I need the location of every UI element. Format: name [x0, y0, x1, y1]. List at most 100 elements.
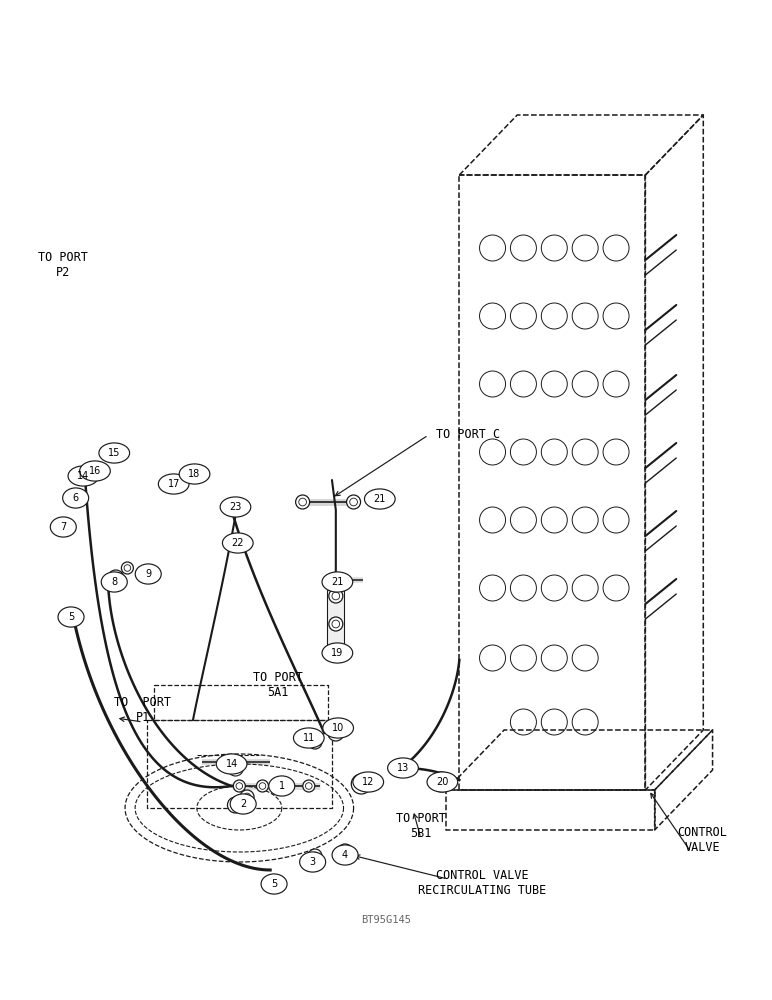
Text: 20: 20	[436, 777, 449, 787]
Circle shape	[311, 738, 319, 746]
Text: 14: 14	[77, 471, 90, 481]
Circle shape	[228, 797, 243, 813]
Circle shape	[329, 617, 343, 631]
Circle shape	[332, 620, 340, 628]
Circle shape	[71, 495, 80, 503]
Text: 19: 19	[331, 648, 344, 658]
Circle shape	[259, 783, 266, 789]
Text: TO PORT C: TO PORT C	[436, 428, 500, 442]
Ellipse shape	[293, 728, 324, 748]
Circle shape	[308, 735, 322, 749]
Circle shape	[392, 759, 411, 777]
Ellipse shape	[222, 533, 253, 553]
Ellipse shape	[322, 643, 353, 663]
Ellipse shape	[300, 852, 326, 872]
Circle shape	[168, 476, 184, 492]
Text: 23: 23	[229, 502, 242, 512]
Circle shape	[330, 644, 342, 656]
Text: 13: 13	[397, 763, 409, 773]
Ellipse shape	[427, 772, 458, 792]
Circle shape	[108, 570, 124, 586]
Circle shape	[333, 647, 339, 653]
Circle shape	[171, 480, 181, 488]
Text: 2: 2	[240, 799, 246, 809]
Circle shape	[397, 763, 406, 773]
Circle shape	[350, 498, 357, 506]
Ellipse shape	[63, 488, 89, 508]
Text: BT95G145: BT95G145	[361, 915, 411, 925]
Circle shape	[236, 783, 242, 789]
Ellipse shape	[332, 845, 358, 865]
Circle shape	[226, 498, 245, 516]
Circle shape	[193, 470, 201, 478]
Ellipse shape	[364, 489, 395, 509]
Circle shape	[231, 801, 240, 809]
Circle shape	[432, 772, 452, 792]
Text: 16: 16	[89, 466, 101, 476]
Circle shape	[347, 495, 361, 509]
Circle shape	[256, 780, 269, 792]
Text: 10: 10	[332, 723, 344, 733]
Text: 17: 17	[168, 479, 180, 489]
Circle shape	[64, 609, 80, 625]
Circle shape	[296, 495, 310, 509]
Circle shape	[303, 780, 315, 792]
Circle shape	[351, 774, 371, 794]
Circle shape	[231, 538, 240, 548]
Text: CONTROL VALVE
RECIRCULATING TUBE: CONTROL VALVE RECIRCULATING TUBE	[418, 869, 547, 897]
Text: 22: 22	[232, 538, 244, 548]
Circle shape	[329, 589, 343, 603]
Text: 1: 1	[279, 781, 285, 791]
Circle shape	[233, 780, 245, 792]
Ellipse shape	[50, 517, 76, 537]
Circle shape	[121, 562, 134, 574]
Ellipse shape	[353, 772, 384, 792]
Text: TO PORT
5A1: TO PORT 5A1	[253, 671, 303, 699]
Ellipse shape	[322, 572, 353, 592]
Circle shape	[68, 491, 83, 507]
Text: 3: 3	[310, 857, 316, 867]
Circle shape	[243, 793, 251, 801]
Text: 8: 8	[111, 577, 117, 587]
Circle shape	[67, 613, 76, 621]
Text: 4: 4	[342, 850, 348, 860]
Circle shape	[283, 783, 289, 789]
Circle shape	[111, 574, 120, 582]
Circle shape	[436, 776, 447, 788]
Ellipse shape	[323, 718, 354, 738]
Ellipse shape	[230, 794, 256, 814]
Text: TO PORT
5B1: TO PORT 5B1	[396, 812, 445, 840]
Text: 15: 15	[108, 448, 120, 458]
Circle shape	[279, 780, 292, 792]
Text: 11: 11	[303, 733, 315, 743]
Ellipse shape	[158, 474, 189, 494]
Circle shape	[231, 502, 240, 512]
Circle shape	[308, 849, 322, 863]
Circle shape	[80, 472, 89, 480]
Circle shape	[226, 534, 245, 552]
Ellipse shape	[58, 607, 84, 627]
Circle shape	[357, 779, 366, 789]
Ellipse shape	[99, 443, 130, 463]
Ellipse shape	[101, 572, 127, 592]
Ellipse shape	[68, 466, 99, 486]
Circle shape	[240, 790, 254, 804]
Circle shape	[76, 468, 92, 484]
Text: 14: 14	[225, 759, 238, 769]
Circle shape	[340, 848, 350, 856]
Text: 12: 12	[362, 777, 374, 787]
Circle shape	[311, 852, 319, 860]
Ellipse shape	[388, 758, 418, 778]
Text: 21: 21	[331, 577, 344, 587]
Ellipse shape	[80, 461, 110, 481]
Circle shape	[331, 729, 340, 737]
Text: 5: 5	[271, 879, 277, 889]
Circle shape	[306, 783, 312, 789]
Circle shape	[299, 498, 306, 506]
Ellipse shape	[261, 874, 287, 894]
Text: 5: 5	[68, 612, 74, 622]
Text: CONTROL
VALVE: CONTROL VALVE	[678, 826, 727, 854]
Ellipse shape	[179, 464, 210, 484]
Bar	[327, 590, 344, 655]
Circle shape	[190, 467, 204, 481]
